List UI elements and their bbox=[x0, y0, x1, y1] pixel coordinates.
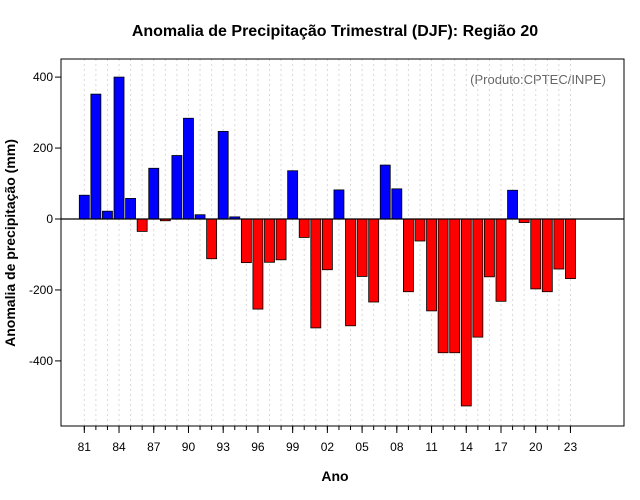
x-tick-label: 02 bbox=[321, 440, 335, 454]
bar-1981 bbox=[78, 194, 90, 220]
y-axis-label: Anomalia de precipitação (mm) bbox=[2, 139, 18, 347]
bar-2003 bbox=[333, 189, 345, 220]
bar-2006 bbox=[368, 218, 380, 303]
bar-2015 bbox=[472, 218, 484, 338]
x-tick-label: 90 bbox=[182, 440, 196, 454]
bar-2008 bbox=[391, 188, 403, 220]
bar-1986 bbox=[136, 218, 148, 232]
bar-1992 bbox=[206, 218, 218, 260]
x-tick-label: 05 bbox=[355, 440, 369, 454]
bar-2004 bbox=[345, 218, 356, 327]
grid-lines bbox=[83, 59, 571, 426]
x-tick-label: 14 bbox=[460, 440, 474, 454]
bar-1985 bbox=[125, 198, 136, 220]
y-tick-label: 0 bbox=[46, 212, 53, 226]
chart-title: Anomalia de Precipitação Trimestral (DJF… bbox=[132, 23, 538, 40]
axes: -400 -200 0 200 400 81 84 87 90 93 96 99 02 05 08 11 14 1… bbox=[29, 70, 577, 454]
bar-2023 bbox=[565, 218, 576, 279]
y-tick-label: -200 bbox=[29, 283, 53, 297]
bars bbox=[78, 76, 576, 407]
bar-2009 bbox=[402, 218, 414, 293]
bar-2002 bbox=[321, 218, 333, 271]
bar-1991 bbox=[194, 214, 206, 220]
y-tick-label: -400 bbox=[29, 354, 53, 368]
bar-1984 bbox=[113, 76, 125, 220]
bar-1995 bbox=[240, 218, 252, 264]
bar-2001 bbox=[310, 218, 322, 329]
bar-1998 bbox=[275, 218, 287, 261]
bar-2013 bbox=[449, 218, 461, 354]
bar-1999 bbox=[287, 170, 299, 220]
bar-1982 bbox=[90, 93, 102, 220]
x-tick-label: 17 bbox=[494, 440, 508, 454]
bar-1989 bbox=[171, 155, 183, 220]
x-tick-label: 93 bbox=[217, 440, 231, 454]
x-tick-label: 20 bbox=[529, 440, 543, 454]
x-tick-label: 23 bbox=[564, 440, 578, 454]
bar-2017 bbox=[495, 218, 507, 302]
bar-1997 bbox=[264, 218, 275, 263]
bar-2011 bbox=[426, 218, 437, 312]
source-annotation: (Produto:CPTEC/INPE) bbox=[470, 72, 606, 87]
x-tick-label: 08 bbox=[390, 440, 404, 454]
x-tick-label: 11 bbox=[425, 440, 438, 454]
bar-2012 bbox=[437, 218, 449, 354]
bar-1993 bbox=[217, 130, 229, 220]
bar-2016 bbox=[484, 218, 495, 278]
bar-2005 bbox=[356, 218, 368, 277]
bar-2014 bbox=[460, 218, 472, 407]
y-tick-label: 200 bbox=[33, 141, 53, 155]
bar-1983 bbox=[102, 210, 113, 220]
bar-2007 bbox=[379, 164, 391, 220]
bar-2022 bbox=[553, 218, 565, 270]
x-axis-label: Ano bbox=[321, 468, 348, 484]
x-tick-label: 81 bbox=[78, 440, 92, 454]
bar-2020 bbox=[530, 218, 542, 290]
x-tick-label: 99 bbox=[286, 440, 300, 454]
y-tick-label: 400 bbox=[33, 70, 53, 84]
bar-1987 bbox=[148, 167, 160, 220]
bar-1990 bbox=[183, 117, 194, 220]
x-tick-label: 96 bbox=[251, 440, 265, 454]
bar-2018 bbox=[507, 189, 518, 220]
bar-1996 bbox=[252, 218, 264, 310]
x-tick-label: 87 bbox=[147, 440, 161, 454]
bar-2000 bbox=[298, 218, 310, 238]
plot-frame bbox=[60, 58, 625, 427]
bar-2021 bbox=[541, 218, 553, 293]
x-tick-label: 84 bbox=[112, 440, 126, 454]
bar-2010 bbox=[414, 218, 426, 242]
